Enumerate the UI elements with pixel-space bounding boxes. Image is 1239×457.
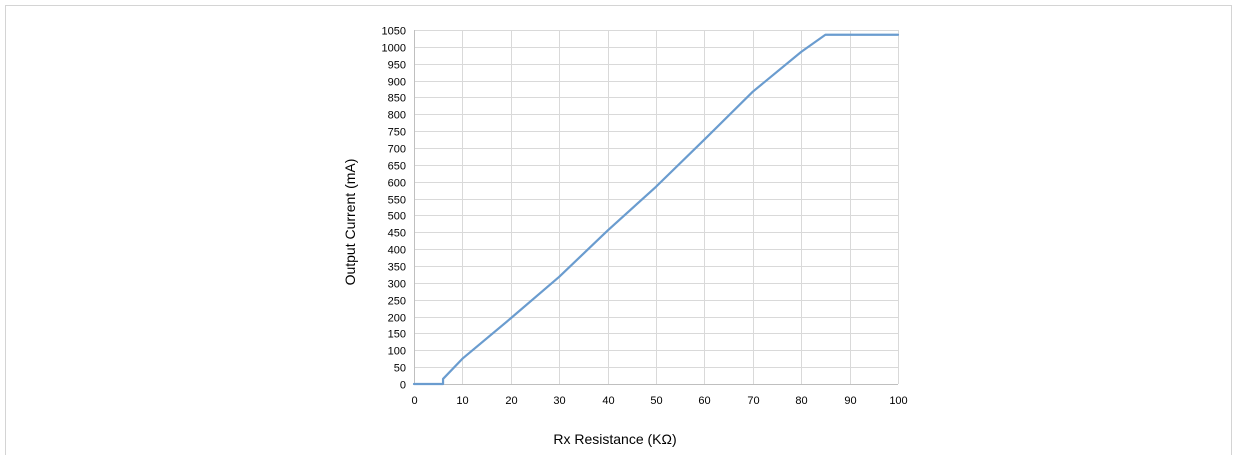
y-tick-label: 800 — [388, 110, 406, 122]
y-tick-label: 600 — [388, 178, 406, 190]
y-tick-label: 950 — [388, 60, 406, 72]
y-tick-label: 350 — [388, 262, 406, 274]
y-tick-label: 200 — [388, 313, 406, 325]
series-layer — [412, 33, 900, 386]
y-tick-label: 300 — [388, 279, 406, 291]
x-tick-label: 100 — [889, 395, 907, 407]
y-tick-label: 150 — [388, 329, 406, 341]
y-tick-label: 550 — [388, 195, 406, 207]
y-tick-label: 50 — [394, 363, 406, 375]
y-tick-label: 400 — [388, 245, 406, 257]
y-tick-label: 250 — [388, 296, 406, 308]
x-tick-label: 10 — [456, 395, 468, 407]
x-tick-label: 60 — [698, 395, 710, 407]
x-tick-label: 40 — [602, 395, 614, 407]
x-tick-label: 0 — [411, 395, 417, 407]
y-tick-label: 500 — [388, 211, 406, 223]
chart-frame — [5, 5, 1232, 455]
axis-layer — [414, 30, 898, 385]
y-tick-label: 0 — [400, 380, 406, 392]
x-tick-label: 80 — [795, 395, 807, 407]
y-tick-label: 850 — [388, 93, 406, 105]
y-tick-label: 650 — [388, 161, 406, 173]
y-tick-label: 1050 — [382, 26, 406, 38]
y-tick-labels: 0 50 100 150 200 250 300 350 400 450 500 550 600 650 7… — [382, 26, 406, 392]
series-line — [412, 33, 900, 386]
x-tick-label: 90 — [844, 395, 856, 407]
y-tick-label: 900 — [388, 77, 406, 89]
y-axis-title: Output Current (mA) — [342, 159, 358, 286]
y-tick-label: 700 — [388, 144, 406, 156]
x-tick-label: 70 — [747, 395, 759, 407]
y-tick-label: 100 — [388, 346, 406, 358]
x-tick-label: 20 — [505, 395, 517, 407]
y-tick-label: 750 — [388, 127, 406, 139]
x-tick-label: 50 — [650, 395, 662, 407]
y-tick-label: 450 — [388, 228, 406, 240]
x-tick-labels: 0 10 20 30 40 50 60 70 80 90 100 — [411, 395, 907, 407]
x-axis-title: Rx Resistance (KΩ) — [553, 431, 676, 447]
x-tick-label: 30 — [553, 395, 565, 407]
grid-layer — [414, 30, 899, 385]
y-tick-label: 1000 — [382, 43, 406, 55]
